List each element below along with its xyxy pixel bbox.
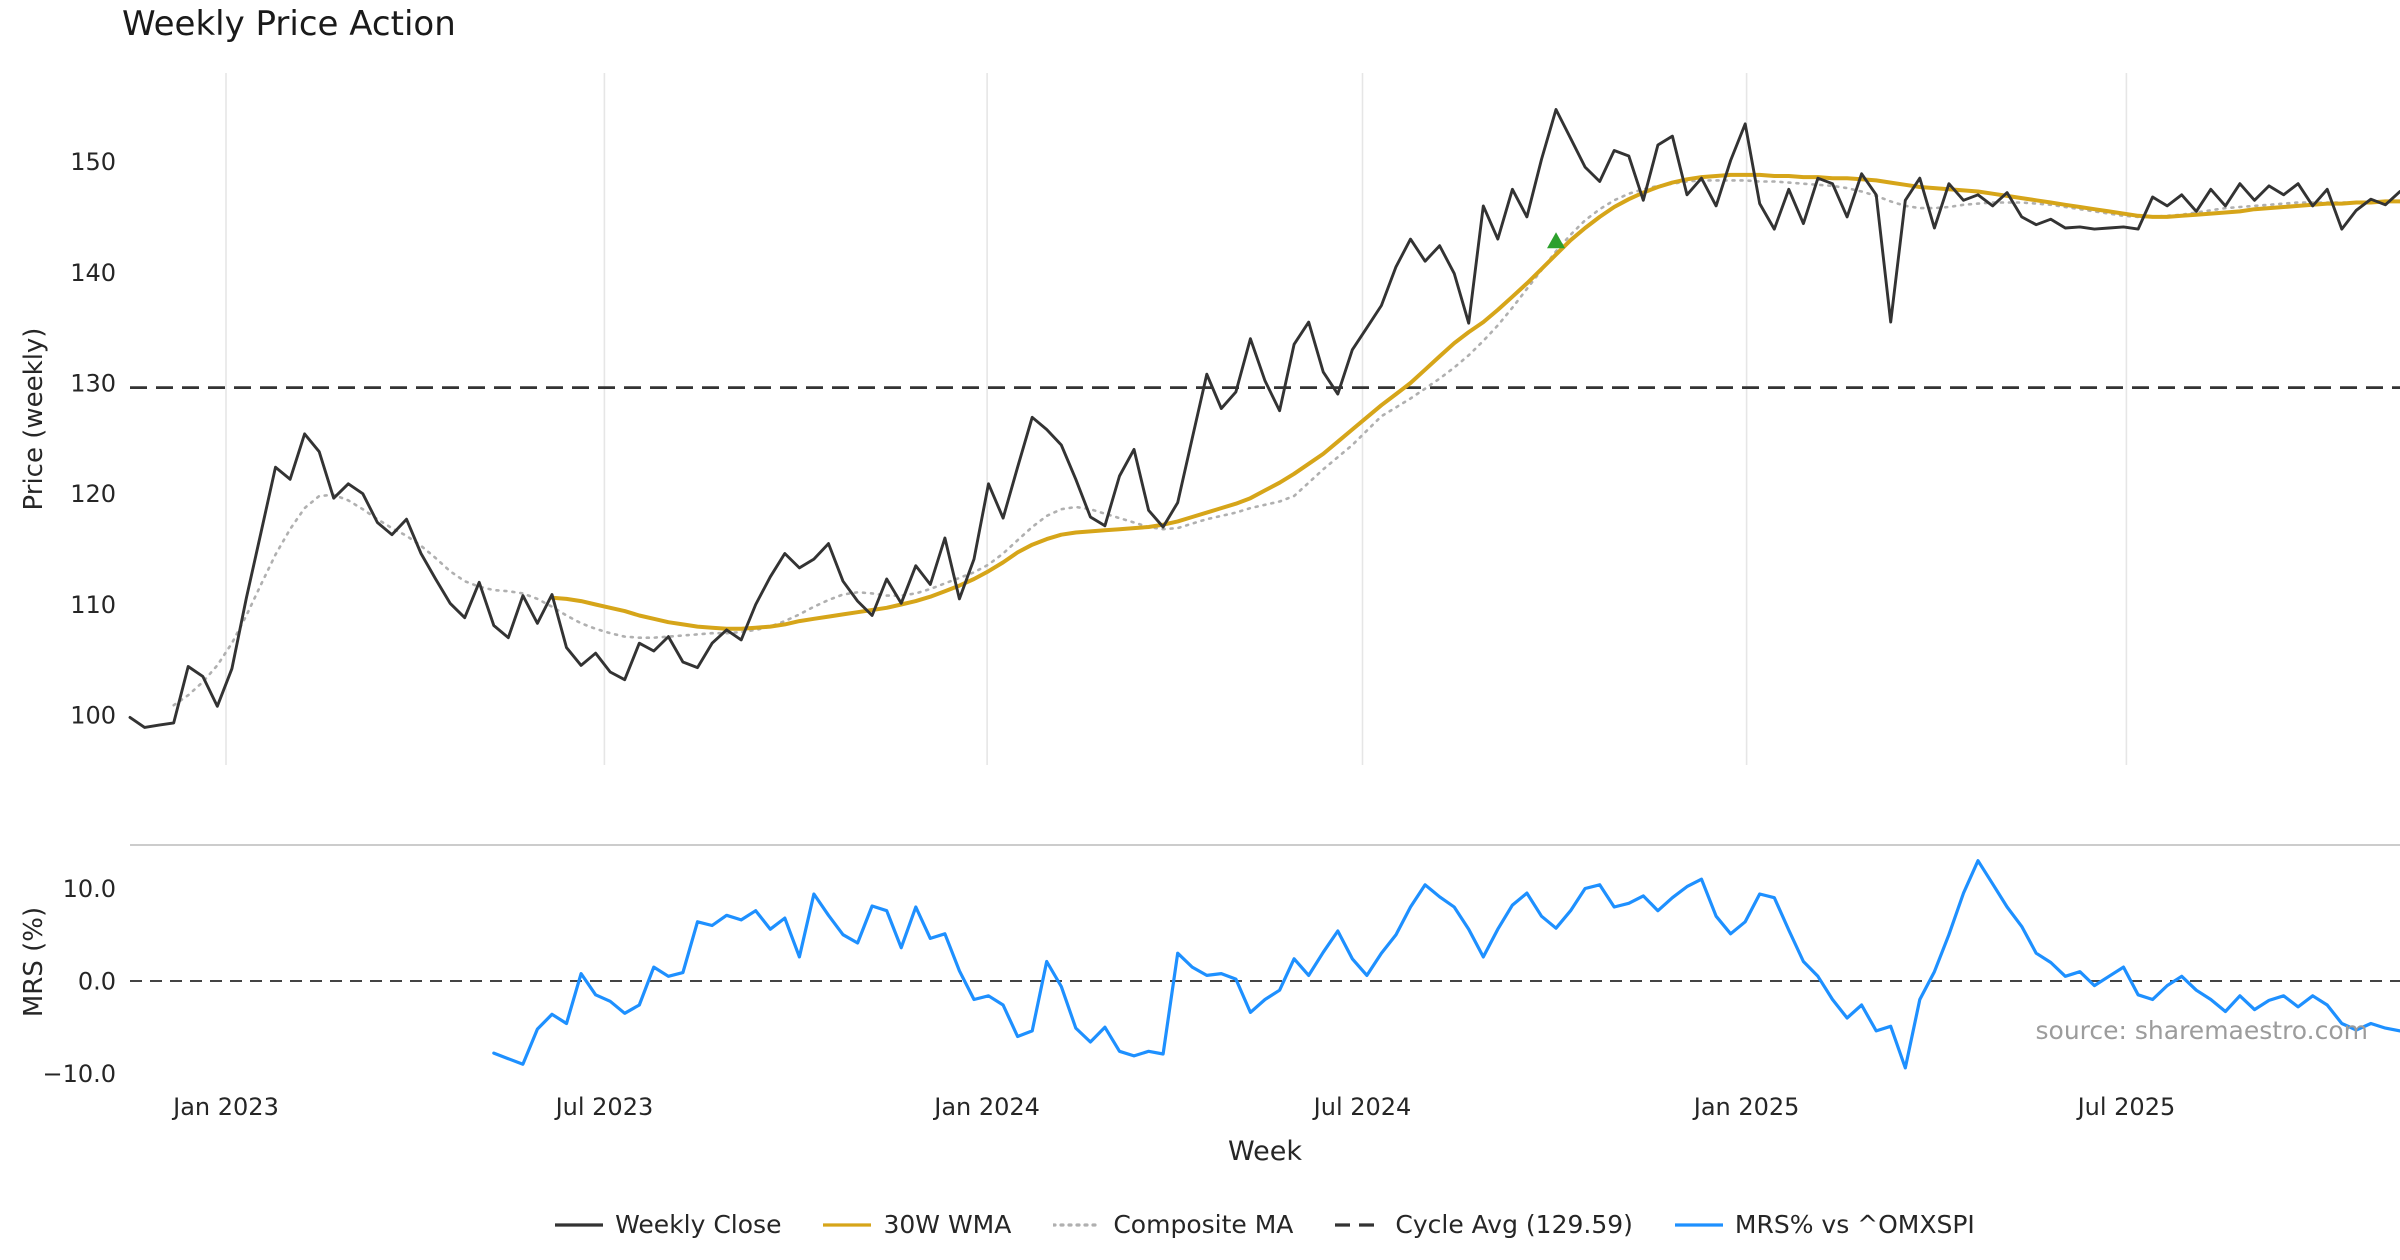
price-y-tick-label: 130: [70, 370, 116, 398]
mrs-y-tick-label: 0.0: [78, 968, 116, 996]
x-tick-label: Jul 2023: [554, 1093, 654, 1121]
price-y-tick-label: 140: [70, 259, 116, 287]
legend-swatch-dashed: [1335, 1222, 1384, 1227]
legend-item: Composite MA: [1053, 1210, 1293, 1239]
x-tick-label: Jul 2024: [1312, 1093, 1412, 1121]
price-y-tick-label: 150: [70, 148, 116, 176]
mrs-y-tick-label: −10.0: [42, 1060, 116, 1088]
legend-item: MRS% vs ^OMXSPI: [1674, 1210, 1975, 1239]
weekly-close-line: [128, 108, 2400, 729]
x-tick-label: Jan 2025: [1692, 1093, 1800, 1121]
price-y-tick-label: 100: [70, 702, 116, 730]
legend-label: Cycle Avg (129.59): [1395, 1210, 1633, 1239]
legend-label: Weekly Close: [615, 1210, 782, 1239]
signal-marker-triangle: [1547, 232, 1565, 249]
legend-swatch-solid: [1674, 1222, 1723, 1227]
x-axis-label: Week: [1228, 1136, 1302, 1167]
price-y-tick-label: 110: [70, 591, 116, 619]
chart-legend: Weekly Close 30W WMA Composite MA Cycle Avg…: [130, 1210, 2400, 1239]
chart-title: Weekly Price Action: [122, 4, 456, 44]
legend-swatch-solid: [823, 1222, 872, 1227]
legend-item: Cycle Avg (129.59): [1335, 1210, 1633, 1239]
x-tick-label: Jan 2023: [171, 1093, 279, 1121]
wma-30w-line: [550, 172, 2400, 631]
mrs-y-tick-label: 10.0: [63, 875, 116, 903]
legend-swatch-solid: [555, 1222, 604, 1227]
x-tick-label: Jul 2025: [2076, 1093, 2176, 1121]
legend-label: 30W WMA: [883, 1210, 1012, 1239]
legend-swatch-dotted: [1053, 1222, 1102, 1227]
legend-item: Weekly Close: [555, 1210, 781, 1239]
mrs-line: [492, 859, 2400, 1070]
price-y-tick-label: 120: [70, 480, 116, 508]
source-note: source: sharemaestro.com: [2035, 1016, 2369, 1045]
legend-label: Composite MA: [1113, 1210, 1294, 1239]
legend-item: 30W WMA: [823, 1210, 1011, 1239]
legend-label: MRS% vs ^OMXSPI: [1734, 1210, 1975, 1239]
composite-ma-line: [172, 179, 2400, 707]
x-tick-label: Jan 2024: [932, 1093, 1040, 1121]
